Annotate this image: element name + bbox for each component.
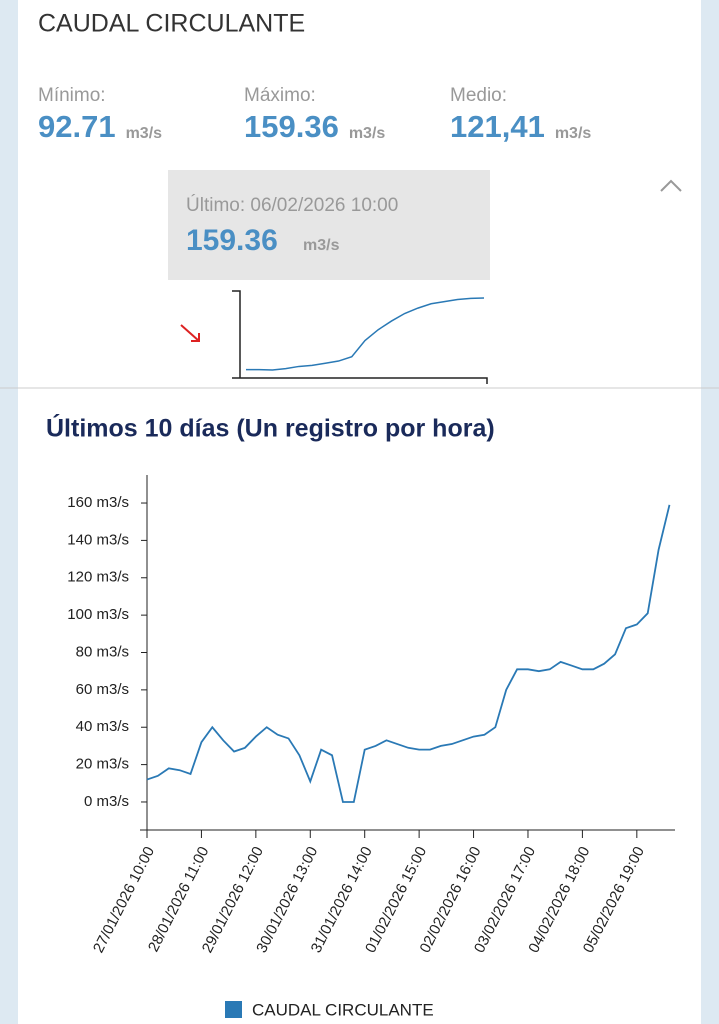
y-tick-label: 60 m3/s	[76, 681, 129, 698]
x-tick-label: 05/02/2026 19:00	[580, 844, 648, 956]
collapse-chevron[interactable]	[660, 179, 682, 192]
stat-value: 92.71	[38, 109, 116, 144]
side-border	[0, 0, 18, 1024]
stat-unit: m3/s	[349, 125, 386, 142]
y-tick-label: 80 m3/s	[76, 643, 129, 660]
x-tick-label: 28/01/2026 11:00	[145, 844, 213, 955]
last-box	[168, 170, 490, 280]
y-tick-label: 40 m3/s	[76, 718, 129, 735]
y-tick-label: 140 m3/s	[67, 531, 129, 548]
legend-label: CAUDAL CIRCULANTE	[252, 1000, 434, 1019]
stat-value: 159.36	[244, 109, 339, 144]
y-tick-label: 20 m3/s	[76, 756, 129, 773]
last-unit: m3/s	[303, 237, 340, 254]
last-value: 159.36	[186, 224, 278, 257]
stat-value: 121,41	[450, 109, 545, 144]
trend-arrow	[180, 324, 200, 342]
side-border	[701, 0, 719, 1024]
series-line	[146, 504, 671, 803]
y-tick-label: 0 m3/s	[84, 793, 129, 810]
sparkline-axes	[232, 290, 488, 384]
last-label: Último: 06/02/2026 10:00	[186, 194, 398, 216]
stat-unit: m3/s	[126, 125, 163, 142]
header-title: CAUDAL CIRCULANTE	[38, 10, 305, 38]
y-tick-label: 160 m3/s	[67, 494, 129, 511]
y-tick-label: 120 m3/s	[67, 569, 129, 586]
stat-label: Máximo:	[244, 85, 316, 106]
sparkline	[246, 297, 485, 371]
stat-label: Mínimo:	[38, 85, 106, 106]
legend-swatch	[225, 1001, 242, 1018]
stat-unit: m3/s	[555, 125, 592, 142]
stat-label: Medio:	[450, 85, 507, 106]
y-tick-label: 100 m3/s	[67, 606, 129, 623]
chart-title: Últimos 10 días (Un registro por hora)	[46, 413, 495, 443]
